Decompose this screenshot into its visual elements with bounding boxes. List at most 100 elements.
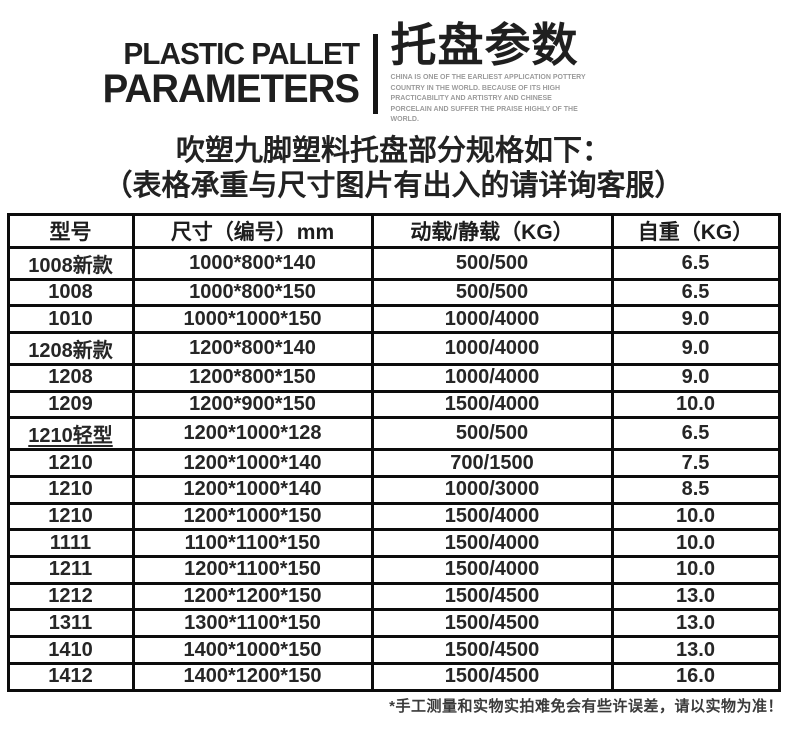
cell-weight: 10.0 bbox=[610, 555, 781, 585]
cell-load: 1500/4500 bbox=[370, 661, 614, 692]
cell-model: 1010 bbox=[6, 304, 135, 334]
column-header-3: 自重（KG） bbox=[610, 212, 781, 249]
cell-size: 1200*1000*128 bbox=[131, 416, 374, 452]
title-chinese-block: 托盘参数 CHINA IS ONE OF THE EARLIEST APPLIC… bbox=[391, 22, 591, 126]
cell-size: 1200*1100*150 bbox=[131, 555, 374, 585]
table-row: 1211 1200*1100*150 1500/4000 10.0 bbox=[6, 555, 781, 585]
spec-table-body: 1008新款 1000*800*140 500/500 6.5 1008 1000*800… bbox=[6, 245, 781, 692]
cell-weight: 13.0 bbox=[610, 581, 781, 612]
cell-weight: 16.0 bbox=[610, 661, 781, 692]
cell-weight: 10.0 bbox=[610, 528, 781, 559]
column-header-1: 尺寸（编号）mm bbox=[131, 212, 374, 249]
cell-load: 500/500 bbox=[370, 277, 614, 308]
cell-load: 1500/4000 bbox=[370, 501, 614, 532]
spec-table: 型号 尺寸（编号）mm 动载/静载（KG） 自重（KG） 1008新款 1000*800… bbox=[6, 212, 781, 692]
cell-load: 500/500 bbox=[370, 416, 614, 452]
cell-size: 1200*800*140 bbox=[131, 330, 374, 366]
cell-size: 1200*1000*150 bbox=[131, 501, 374, 532]
cell-model: 1311 bbox=[6, 608, 135, 639]
title-chinese: 托盘参数 bbox=[390, 19, 579, 72]
cell-weight: 6.5 bbox=[610, 277, 781, 308]
table-row: 1210 1200*1000*150 1500/4000 10.0 bbox=[6, 501, 781, 532]
table-row: 1210轻型 1200*1000*128 500/500 6.5 bbox=[6, 416, 781, 452]
cell-size: 1200*1200*150 bbox=[131, 581, 374, 612]
table-row: 1209 1200*900*150 1500/4000 10.0 bbox=[6, 389, 781, 420]
column-header-0: 型号 bbox=[6, 212, 135, 249]
cell-weight: 9.0 bbox=[610, 330, 781, 366]
cell-load: 1500/4000 bbox=[370, 528, 614, 559]
cell-weight: 13.0 bbox=[610, 608, 781, 639]
table-row: 1210 1200*1000*140 700/1500 7.5 bbox=[6, 448, 781, 479]
cell-load: 1000/3000 bbox=[370, 475, 614, 505]
cell-weight: 9.0 bbox=[610, 362, 781, 393]
cell-weight: 13.0 bbox=[610, 635, 781, 665]
table-row: 1208新款 1200*800*140 1000/4000 9.0 bbox=[6, 330, 781, 366]
cell-model: 1210 bbox=[6, 501, 135, 532]
cell-model: 1209 bbox=[6, 389, 135, 420]
table-row: 1210 1200*1000*140 1000/3000 8.5 bbox=[6, 475, 781, 505]
cell-weight: 6.5 bbox=[610, 245, 781, 281]
table-row: 1010 1000*1000*150 1000/4000 9.0 bbox=[6, 304, 781, 334]
cell-size: 1000*800*140 bbox=[131, 245, 374, 281]
table-row: 1008新款 1000*800*140 500/500 6.5 bbox=[6, 245, 781, 281]
cell-model: 1211 bbox=[6, 555, 135, 585]
cell-size: 1300*1100*150 bbox=[131, 608, 374, 639]
cell-size: 1200*800*150 bbox=[131, 362, 374, 393]
cell-weight: 8.5 bbox=[610, 475, 781, 505]
cell-load: 1500/4500 bbox=[370, 635, 614, 665]
cell-load: 1500/4000 bbox=[370, 389, 614, 420]
title-english: PLASTIC PALLET PARAMETERS bbox=[103, 36, 361, 111]
cell-model: 1410 bbox=[6, 635, 135, 665]
cell-weight: 7.5 bbox=[610, 448, 781, 479]
cell-model: 1212 bbox=[6, 581, 135, 612]
cell-model: 1008 bbox=[6, 277, 135, 308]
cell-model: 1008新款 bbox=[6, 245, 135, 281]
table-row: 1008 1000*800*150 500/500 6.5 bbox=[6, 277, 781, 308]
title-english-line2: PARAMETERS bbox=[103, 66, 360, 111]
cell-load: 700/1500 bbox=[370, 448, 614, 479]
header-row: 型号 尺寸（编号）mm 动载/静载（KG） 自重（KG） bbox=[6, 212, 781, 249]
intro-line-1: 吹塑九脚塑料托盘部分规格如下： bbox=[175, 135, 611, 167]
spec-table-head: 型号 尺寸（编号）mm 动载/静载（KG） 自重（KG） bbox=[6, 212, 781, 249]
footer-note: *手工测量和实物实拍难免会有些许误差，请以实物为准！ bbox=[389, 697, 783, 715]
cell-size: 1200*1000*140 bbox=[131, 448, 374, 479]
cell-size: 1000*800*150 bbox=[131, 277, 374, 308]
cell-model: 1210轻型 bbox=[6, 416, 135, 452]
table-row: 1208 1200*800*150 1000/4000 9.0 bbox=[6, 362, 781, 393]
cell-load: 1000/4000 bbox=[370, 330, 614, 366]
title-divider bbox=[372, 34, 378, 114]
cell-weight: 9.0 bbox=[610, 304, 781, 334]
cell-load: 1000/4000 bbox=[370, 304, 614, 334]
title-english-line1: PLASTIC PALLET bbox=[123, 36, 361, 72]
cell-load: 1000/4000 bbox=[370, 362, 614, 393]
table-row: 1111 1100*1100*150 1500/4000 10.0 bbox=[6, 528, 781, 559]
cell-load: 1500/4500 bbox=[370, 581, 614, 612]
cell-size: 1200*1000*140 bbox=[131, 475, 374, 505]
table-row: 1410 1400*1000*150 1500/4500 13.0 bbox=[6, 635, 781, 665]
cell-weight: 10.0 bbox=[610, 501, 781, 532]
intro-line-2: （表格承重与尺寸图片有出入的请详询客服） bbox=[103, 169, 684, 202]
cell-model: 1210 bbox=[6, 475, 135, 505]
table-row: 1212 1200*1200*150 1500/4500 13.0 bbox=[6, 581, 781, 612]
cell-model: 1208新款 bbox=[6, 330, 135, 366]
table-row: 1311 1300*1100*150 1500/4500 13.0 bbox=[6, 608, 781, 639]
cell-size: 1400*1000*150 bbox=[131, 635, 374, 665]
cell-load: 1500/4000 bbox=[370, 555, 614, 585]
table-row: 1412 1400*1200*150 1500/4500 16.0 bbox=[6, 661, 781, 692]
cell-model: 1208 bbox=[6, 362, 135, 393]
cell-model: 1111 bbox=[6, 528, 135, 559]
cell-size: 1400*1200*150 bbox=[131, 661, 374, 692]
cell-weight: 6.5 bbox=[610, 416, 781, 452]
column-header-2: 动载/静载（KG） bbox=[370, 212, 614, 249]
cell-size: 1000*1000*150 bbox=[131, 304, 374, 334]
cell-model: 1210 bbox=[6, 448, 135, 479]
cell-weight: 10.0 bbox=[610, 389, 781, 420]
cell-load: 1500/4500 bbox=[370, 608, 614, 639]
cell-size: 1100*1100*150 bbox=[131, 528, 374, 559]
title-block: PLASTIC PALLET PARAMETERS 托盘参数 CHINA IS … bbox=[0, 0, 735, 123]
cell-model: 1412 bbox=[6, 661, 135, 692]
title-subtext: CHINA IS ONE OF THE EARLIEST APPLICATION… bbox=[390, 74, 586, 124]
intro-text: 吹塑九脚塑料托盘部分规格如下： （表格承重与尺寸图片有出入的请详询客服） bbox=[0, 134, 787, 204]
cell-size: 1200*900*150 bbox=[131, 389, 374, 420]
cell-load: 500/500 bbox=[370, 245, 614, 281]
